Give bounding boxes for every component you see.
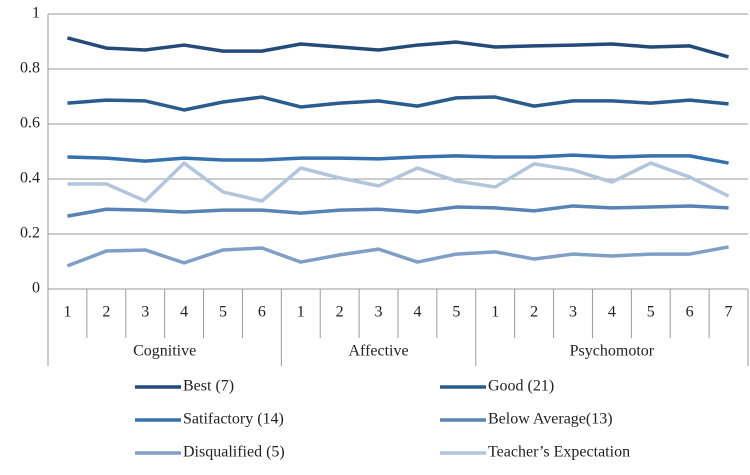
legend-label: Disqualified (5) <box>183 444 285 461</box>
y-tick-label: 0.2 <box>20 225 40 242</box>
group-label: Psychomotor <box>570 343 655 360</box>
x-tick-label: 5 <box>452 304 460 321</box>
group-label: Affective <box>348 343 408 360</box>
series-line <box>66 245 729 268</box>
series-line <box>67 153 729 165</box>
y-tick-label: 0 <box>32 280 40 297</box>
x-tick-label: 5 <box>647 304 655 321</box>
series-line <box>67 36 730 59</box>
x-tick-label: 6 <box>258 304 266 321</box>
x-tick-label: 7 <box>725 304 733 321</box>
series-line <box>67 161 730 203</box>
x-tick-label: 2 <box>102 304 110 321</box>
x-tick-label: 1 <box>491 304 499 321</box>
x-tick-label: 4 <box>608 304 616 321</box>
legend-label: Below Average(13) <box>488 411 613 428</box>
x-tick-label: 4 <box>180 304 188 321</box>
x-tick-label: 2 <box>530 304 538 321</box>
series-line <box>67 204 729 218</box>
x-tick-label: 4 <box>413 304 421 321</box>
legend-label: Teacher’s Expectation <box>488 444 630 461</box>
x-tick-label: 3 <box>569 304 577 321</box>
x-tick-label: 5 <box>219 304 227 321</box>
x-tick-label: 1 <box>297 304 305 321</box>
legend-label: Good (21) <box>488 378 554 395</box>
x-tick-label: 6 <box>686 304 694 321</box>
y-tick-label: 0.6 <box>20 115 40 132</box>
y-tick-label: 1 <box>32 5 40 22</box>
series-line <box>67 95 729 112</box>
x-tick-label: 3 <box>375 304 383 321</box>
y-tick-label: 0.4 <box>20 170 40 187</box>
y-tick-label: 0.8 <box>20 60 40 77</box>
x-tick-label: 3 <box>141 304 149 321</box>
legend-label: Satifactory (14) <box>183 411 284 428</box>
legend-label: Best (7) <box>183 378 234 395</box>
x-tick-label: 1 <box>63 304 71 321</box>
group-label: Cognitive <box>133 343 196 360</box>
x-tick-label: 2 <box>336 304 344 321</box>
